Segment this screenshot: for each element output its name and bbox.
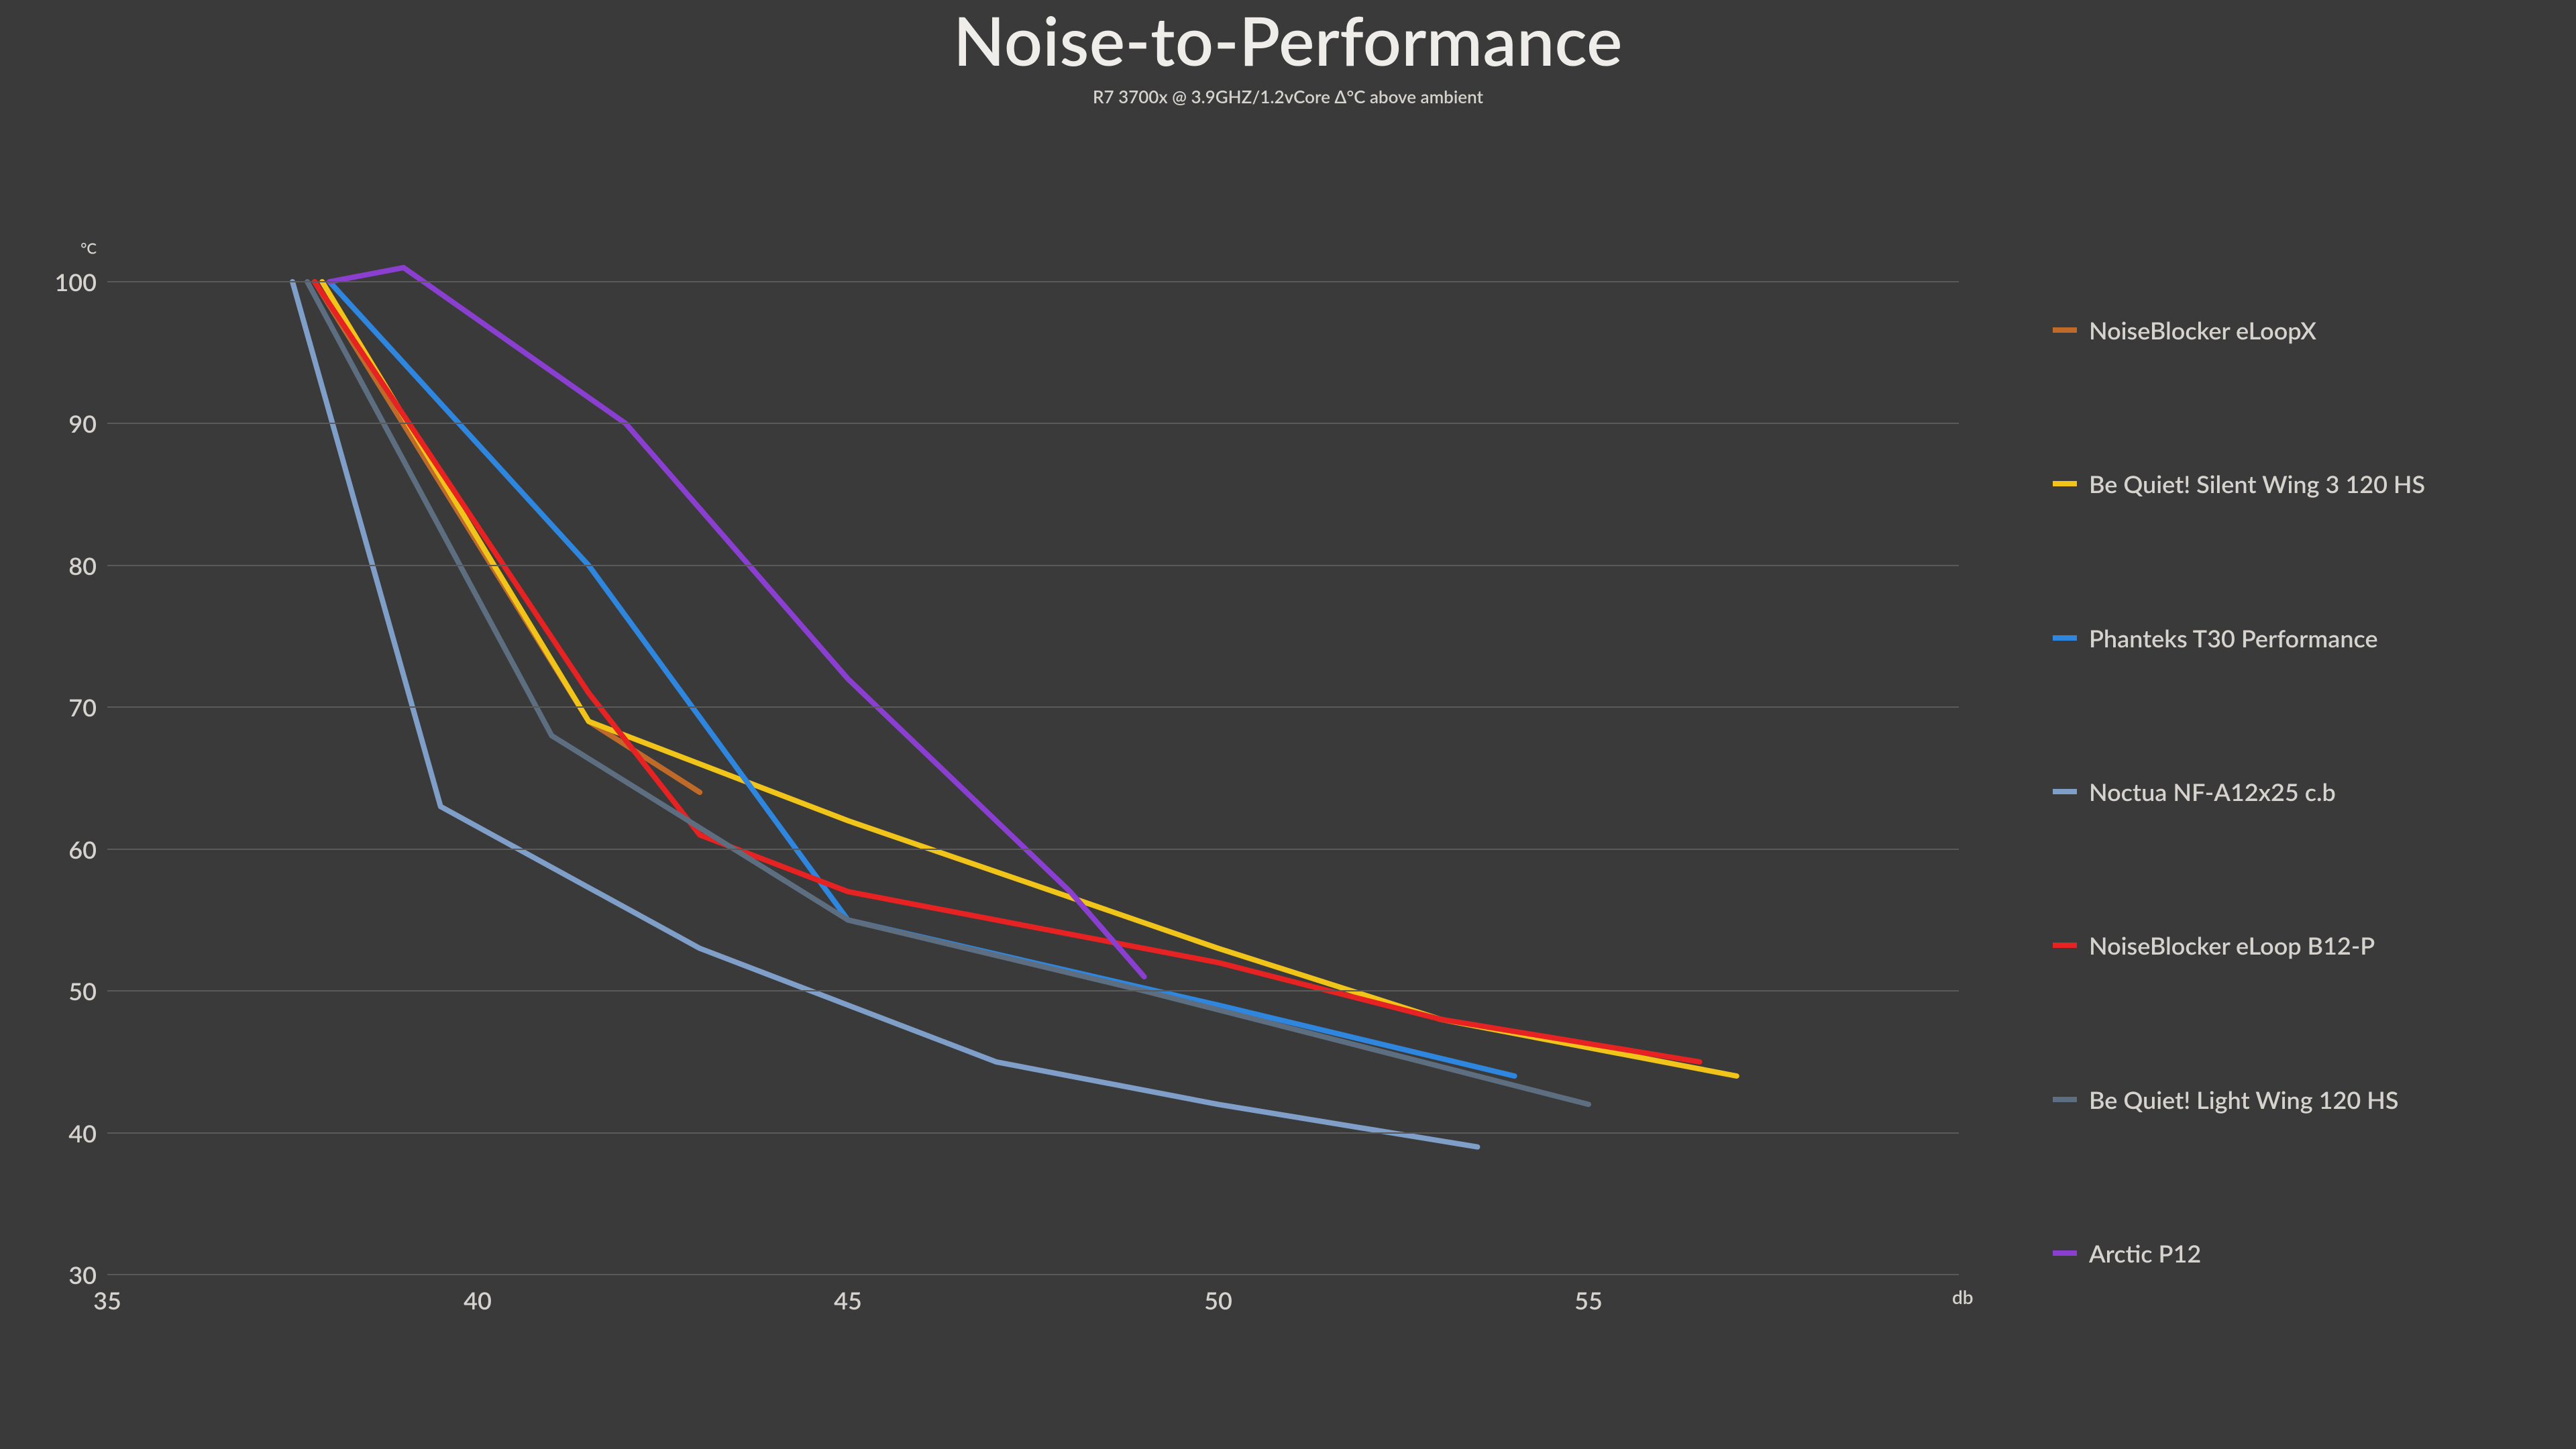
gridline bbox=[107, 990, 1959, 991]
legend-swatch bbox=[2053, 481, 2077, 486]
chart-container: 30405060708090100°C3540455055db NoiseBlo… bbox=[80, 235, 2469, 1375]
y-axis-unit: °C bbox=[80, 239, 97, 258]
x-axis-tick-label: 40 bbox=[464, 1285, 492, 1315]
x-axis-tick-label: 50 bbox=[1204, 1285, 1232, 1315]
y-axis-tick-label: 90 bbox=[68, 409, 97, 438]
legend-label: Noctua NF-A12x25 c.b bbox=[2089, 777, 2336, 806]
legend-label: Be Quiet! Light Wing 120 HS bbox=[2089, 1085, 2398, 1114]
gridline bbox=[107, 1132, 1959, 1134]
legend-item[interactable]: Noctua NF-A12x25 c.b bbox=[2053, 777, 2425, 806]
x-axis-tick-label: 45 bbox=[834, 1285, 862, 1315]
legend-item[interactable]: NoiseBlocker eLoop B12-P bbox=[2053, 930, 2425, 960]
y-axis-tick-label: 70 bbox=[68, 692, 97, 722]
x-axis-tick-label: 55 bbox=[1574, 1285, 1603, 1315]
plot-area: 30405060708090100°C3540455055db bbox=[107, 282, 1959, 1275]
gridline bbox=[107, 849, 1959, 850]
chart-page: Noise-to-Performance R7 3700x @ 3.9GHZ/1… bbox=[0, 0, 2576, 1449]
legend-swatch bbox=[2053, 789, 2077, 794]
gridline bbox=[107, 1274, 1959, 1275]
legend-item[interactable]: Be Quiet! Light Wing 120 HS bbox=[2053, 1085, 2425, 1114]
y-axis-tick-label: 40 bbox=[68, 1118, 97, 1148]
legend: NoiseBlocker eLoopX Be Quiet! Silent Wing… bbox=[2053, 315, 2425, 1268]
gridline bbox=[107, 565, 1959, 566]
line-series-svg bbox=[107, 282, 1959, 1275]
y-axis-tick-label: 30 bbox=[68, 1260, 97, 1289]
series-line bbox=[315, 282, 700, 792]
gridline bbox=[107, 423, 1959, 424]
legend-label: NoiseBlocker eLoop B12-P bbox=[2089, 930, 2375, 960]
y-axis-tick-label: 100 bbox=[54, 267, 97, 297]
y-axis-tick-label: 80 bbox=[68, 551, 97, 580]
x-axis-unit: db bbox=[1952, 1285, 1974, 1308]
chart-title: Noise-to-Performance bbox=[0, 0, 2576, 80]
legend-item[interactable]: NoiseBlocker eLoopX bbox=[2053, 315, 2425, 345]
legend-item[interactable]: Arctic P12 bbox=[2053, 1238, 2425, 1268]
legend-label: Be Quiet! Silent Wing 3 120 HS bbox=[2089, 469, 2425, 498]
x-axis-tick-label: 35 bbox=[93, 1285, 121, 1315]
y-axis-tick-label: 60 bbox=[68, 835, 97, 864]
legend-swatch bbox=[2053, 327, 2077, 333]
gridline bbox=[107, 706, 1959, 708]
series-line bbox=[329, 282, 1514, 1076]
legend-swatch bbox=[2053, 943, 2077, 948]
series-line bbox=[307, 282, 1589, 1104]
series-line bbox=[322, 282, 1737, 1076]
series-line bbox=[329, 268, 1144, 977]
series-line bbox=[315, 282, 1700, 1062]
legend-swatch bbox=[2053, 1097, 2077, 1102]
legend-swatch bbox=[2053, 1250, 2077, 1256]
gridline bbox=[107, 281, 1959, 282]
legend-label: NoiseBlocker eLoopX bbox=[2089, 315, 2316, 345]
legend-item[interactable]: Be Quiet! Silent Wing 3 120 HS bbox=[2053, 469, 2425, 498]
y-axis-tick-label: 50 bbox=[68, 976, 97, 1006]
legend-item[interactable]: Phanteks T30 Performance bbox=[2053, 623, 2425, 653]
legend-label: Arctic P12 bbox=[2089, 1238, 2201, 1268]
legend-swatch bbox=[2053, 635, 2077, 641]
legend-label: Phanteks T30 Performance bbox=[2089, 623, 2378, 653]
chart-subtitle: R7 3700x @ 3.9GHZ/1.2vCore Δ°C above amb… bbox=[0, 86, 2576, 107]
